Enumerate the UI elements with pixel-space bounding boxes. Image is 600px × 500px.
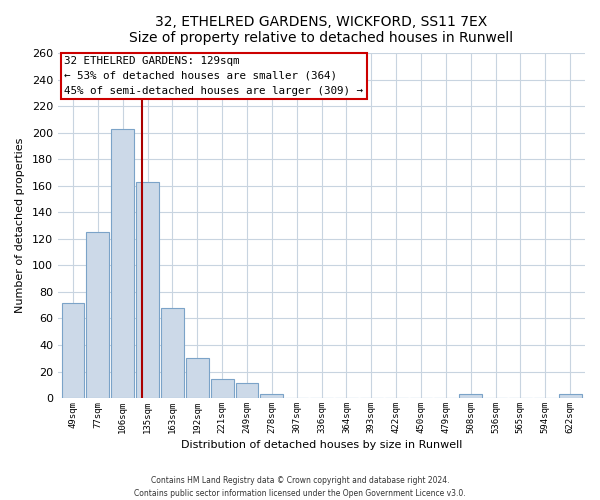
Bar xyxy=(236,384,259,398)
Bar xyxy=(161,308,184,398)
Y-axis label: Number of detached properties: Number of detached properties xyxy=(15,138,25,314)
Title: 32, ETHELRED GARDENS, WICKFORD, SS11 7EX
Size of property relative to detached h: 32, ETHELRED GARDENS, WICKFORD, SS11 7EX… xyxy=(130,15,514,45)
Bar xyxy=(86,232,109,398)
X-axis label: Distribution of detached houses by size in Runwell: Distribution of detached houses by size … xyxy=(181,440,462,450)
Bar xyxy=(186,358,209,398)
Text: 32 ETHELRED GARDENS: 129sqm
← 53% of detached houses are smaller (364)
45% of se: 32 ETHELRED GARDENS: 129sqm ← 53% of det… xyxy=(64,56,363,96)
Bar xyxy=(260,394,283,398)
Bar xyxy=(111,129,134,398)
Text: Contains HM Land Registry data © Crown copyright and database right 2024.
Contai: Contains HM Land Registry data © Crown c… xyxy=(134,476,466,498)
Bar xyxy=(459,394,482,398)
Bar xyxy=(62,302,85,398)
Bar xyxy=(559,394,581,398)
Bar xyxy=(211,380,233,398)
Bar xyxy=(136,182,159,398)
